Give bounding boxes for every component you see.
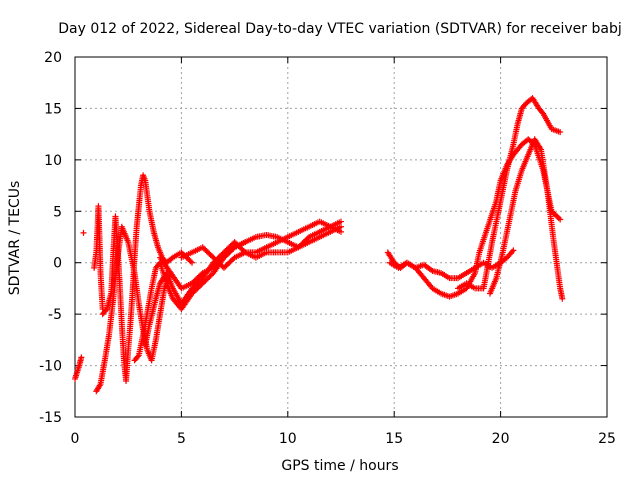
data-point xyxy=(555,215,562,222)
data-point xyxy=(552,212,559,219)
data-point xyxy=(80,229,87,236)
data-point xyxy=(510,247,517,254)
x-tick-label: 25 xyxy=(598,431,616,447)
y-axis-label: SDTVAR / TECUs xyxy=(7,181,23,296)
data-point xyxy=(78,354,85,361)
points-layer xyxy=(72,95,566,395)
data-point xyxy=(198,271,205,278)
data-point xyxy=(554,213,561,220)
x-tick-label: 0 xyxy=(71,431,80,447)
y-tick-label: -15 xyxy=(39,410,62,426)
data-point xyxy=(189,259,196,266)
x-tick-label: 10 xyxy=(279,431,297,447)
y-tick-label: 10 xyxy=(44,153,62,169)
chart-title: Day 012 of 2022, Sidereal Day-to-day VTE… xyxy=(58,21,621,37)
x-tick-label: 20 xyxy=(492,431,510,447)
data-point xyxy=(338,228,344,235)
y-tick-label: 20 xyxy=(44,50,62,66)
data-point xyxy=(134,353,141,360)
data-point xyxy=(557,216,564,223)
data-point xyxy=(559,295,566,302)
grid-layer xyxy=(75,57,607,417)
data-point xyxy=(338,218,344,225)
data-point xyxy=(338,223,344,230)
x-tick-label: 5 xyxy=(177,431,186,447)
plot-frame xyxy=(74,56,608,418)
y-tick-label: -5 xyxy=(48,307,62,323)
x-axis-label: GPS time / hours xyxy=(281,458,398,474)
data-point xyxy=(230,245,237,252)
data-point xyxy=(102,307,109,314)
data-point xyxy=(230,255,237,262)
y-tick-label: 5 xyxy=(53,204,62,220)
y-tick-label: 15 xyxy=(44,101,62,117)
data-point xyxy=(187,258,194,265)
y-tick-label: 0 xyxy=(53,256,62,272)
x-tick-label: 15 xyxy=(385,431,403,447)
ticks-layer: 0 5 10 15 20 25 -15 -10 -5 0 5 10 15 20 xyxy=(39,50,616,447)
y-tick-label: -10 xyxy=(39,359,62,375)
data-point xyxy=(557,129,564,136)
